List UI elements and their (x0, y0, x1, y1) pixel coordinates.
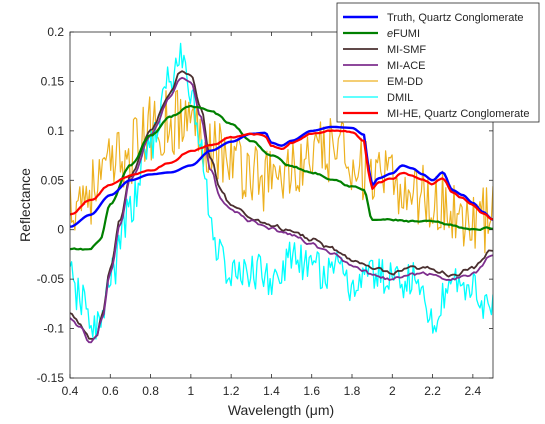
y-tick-label: -0.1 (43, 322, 64, 336)
y-tick-label: -0.05 (37, 272, 65, 286)
series-line (70, 129, 493, 221)
series-line (70, 125, 493, 228)
legend-label: EM-DD (387, 76, 423, 88)
series-layer (70, 42, 493, 344)
series-line (70, 76, 493, 344)
legend-box (336, 2, 540, 123)
x-tick-label: 2.2 (424, 384, 441, 398)
y-tick-label: 0.2 (47, 25, 64, 39)
y-tick-label: 0.15 (41, 74, 65, 88)
y-tick-label: 0 (57, 223, 64, 237)
legend-label: DMIL (387, 92, 413, 104)
legend-label: MI-HE, Quartz Conglomerate (387, 108, 529, 120)
x-tick-label: 2.4 (465, 384, 482, 398)
x-axis-label: Wavelength (μm) (228, 402, 334, 418)
x-tick-label: 1.8 (344, 384, 361, 398)
legend-label: MI-SMF (387, 44, 426, 56)
y-tick-label: -0.15 (37, 371, 65, 385)
series-line (70, 104, 493, 251)
x-tick-label: 1.2 (223, 384, 240, 398)
y-tick-label: 0.1 (47, 124, 64, 138)
legend: Truth, Quartz Conglomerate eFUMI MI-SMF MI-… (336, 2, 540, 123)
axes-box (69, 31, 494, 379)
x-tick-label: 1.6 (303, 384, 320, 398)
x-tick-label: 0.8 (142, 384, 159, 398)
y-axis-ticks: -0.15 -0.1 -0.05 0 0.05 0.1 0.15 0.2 (37, 25, 493, 385)
x-tick-label: 0.6 (102, 384, 119, 398)
legend-label: eFUMI (387, 28, 420, 40)
legend-label: Truth, Quartz Conglomerate (387, 12, 524, 24)
x-tick-label: 0.4 (62, 384, 79, 398)
series-line (70, 42, 493, 340)
x-tick-label: 1.4 (263, 384, 280, 398)
x-axis-ticks: 0.4 0.6 0.8 1 1.2 1.4 1.6 1.8 2 2.2 2.4 (62, 32, 482, 398)
y-axis-label: Reflectance (17, 168, 33, 242)
legend-label: MI-ACE (387, 60, 426, 72)
x-tick-label: 2 (389, 384, 396, 398)
x-tick-label: 1 (188, 384, 195, 398)
y-tick-label: 0.05 (41, 173, 65, 187)
